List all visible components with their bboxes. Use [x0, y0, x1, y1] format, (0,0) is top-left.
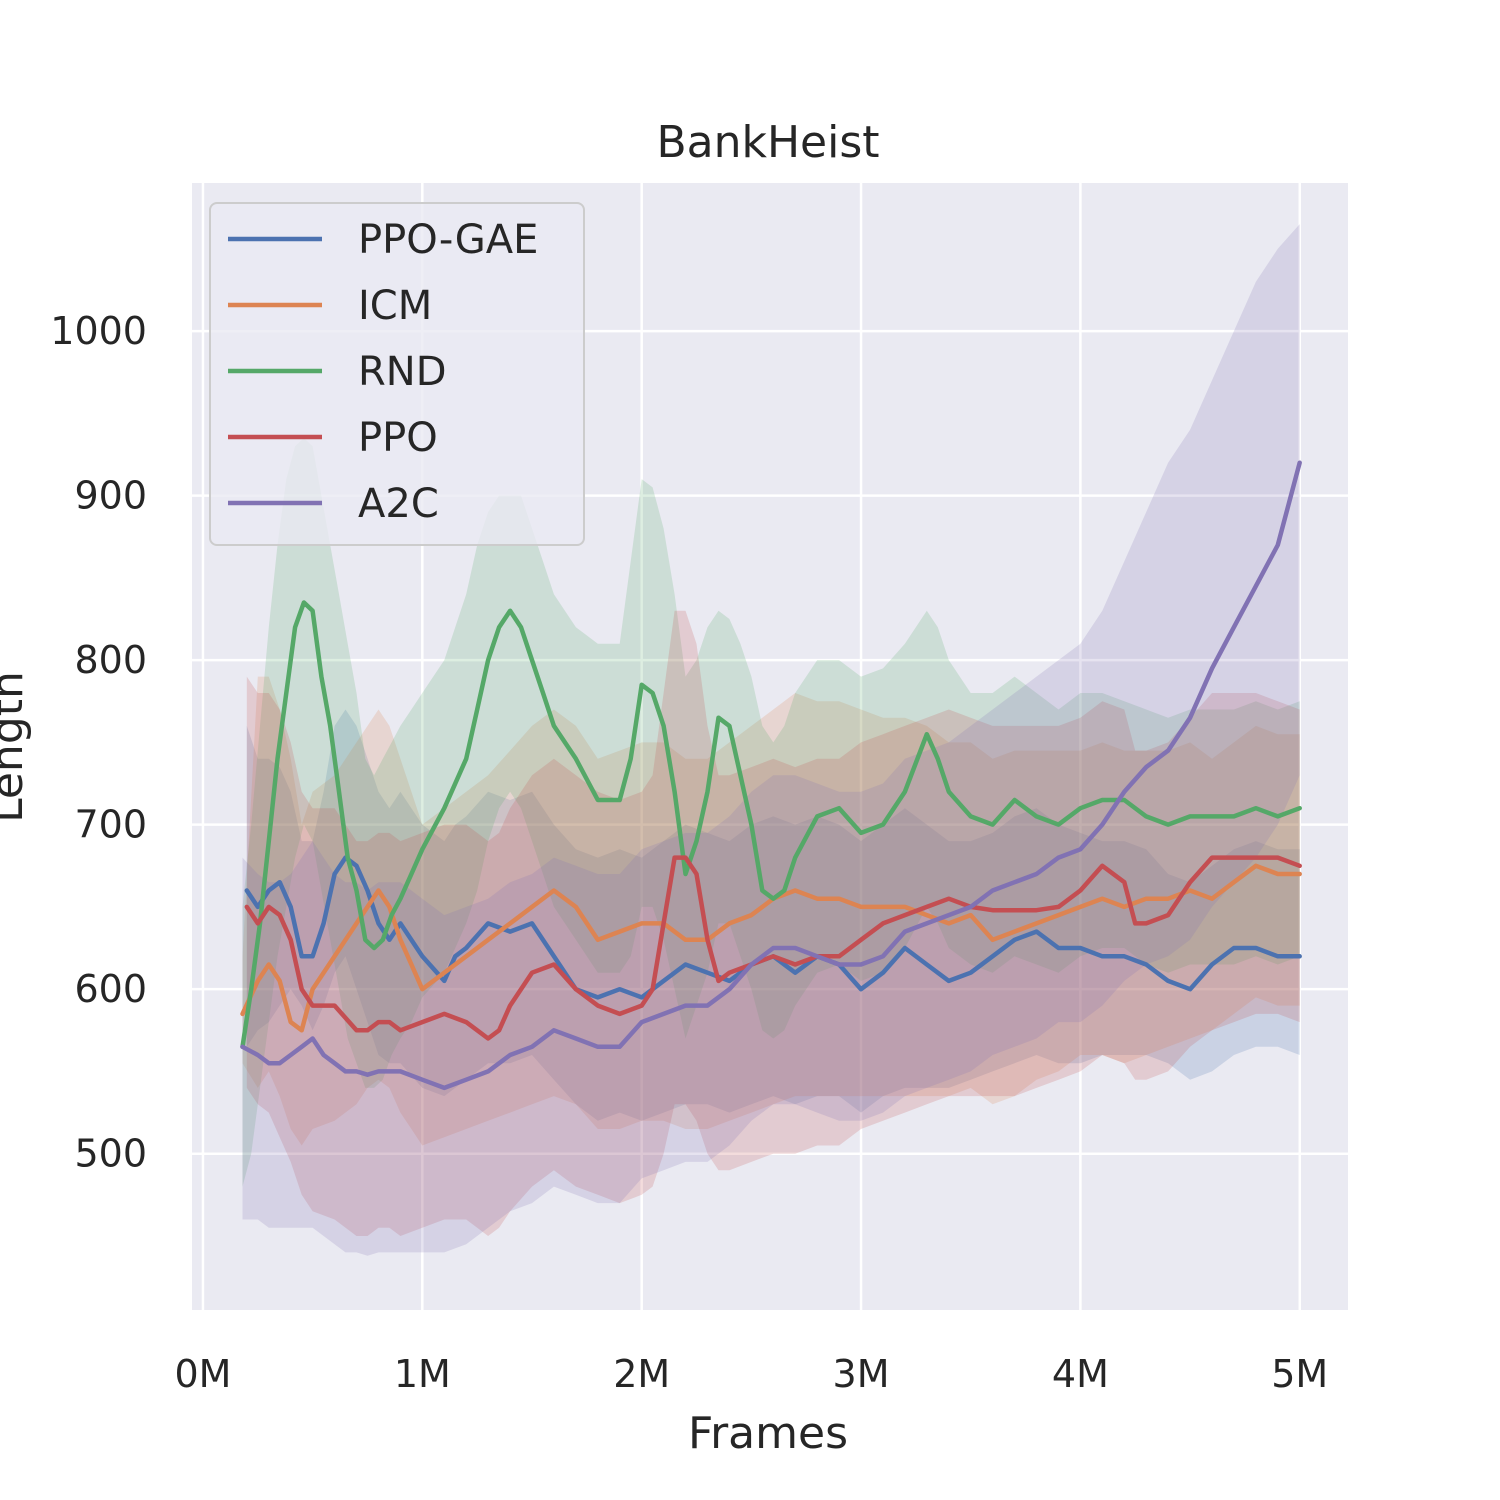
x-tick-label: 3M: [833, 1352, 890, 1396]
legend-label-a2c: A2C: [358, 481, 439, 527]
y-tick-label: 500: [74, 1132, 147, 1176]
y-axis-label: Length: [0, 671, 33, 823]
x-tick-label: 2M: [613, 1352, 670, 1396]
grid-lines: [192, 183, 1348, 1310]
icm-band: [242, 676, 1300, 1146]
y-tick-label: 600: [74, 967, 147, 1011]
y-tick-label: 1000: [50, 309, 147, 353]
x-tick-label: 5M: [1271, 1352, 1328, 1396]
confidence-bands: [242, 224, 1300, 1256]
series-lines: [240, 460, 1302, 1091]
ppo-gae-band: [246, 709, 1300, 1121]
ppo-band: [246, 610, 1300, 1236]
y-tick-label: 800: [74, 638, 147, 682]
legend: PPO-GAE ICM RND PPO A2C: [209, 202, 585, 546]
legend-label-ppo-gae: PPO-GAE: [358, 217, 538, 263]
x-tick-label: 4M: [1052, 1352, 1109, 1396]
y-tick-label: 900: [74, 474, 147, 518]
ppo-line: [244, 855, 1302, 1041]
a2c-band: [242, 224, 1300, 1256]
chart-title: BankHeist: [656, 117, 879, 168]
legend-label-icm: ICM: [358, 283, 432, 329]
legend-label-ppo: PPO: [358, 415, 438, 461]
x-tick-labels: 0M 1M 2M 3M 4M 5M: [174, 1352, 1328, 1396]
rnd-line: [240, 600, 1302, 1050]
a2c-line: [240, 460, 1302, 1091]
legend-frame: [209, 202, 585, 546]
x-tick-label: 1M: [394, 1352, 451, 1396]
x-tick-label: 0M: [174, 1352, 231, 1396]
x-axis-label: Frames: [688, 1408, 848, 1459]
y-tick-labels: 500 600 700 800 900 1000: [50, 309, 147, 1176]
legend-label-rnd: RND: [358, 349, 447, 395]
rnd-band: [242, 438, 1300, 1187]
y-tick-label: 700: [74, 803, 147, 847]
